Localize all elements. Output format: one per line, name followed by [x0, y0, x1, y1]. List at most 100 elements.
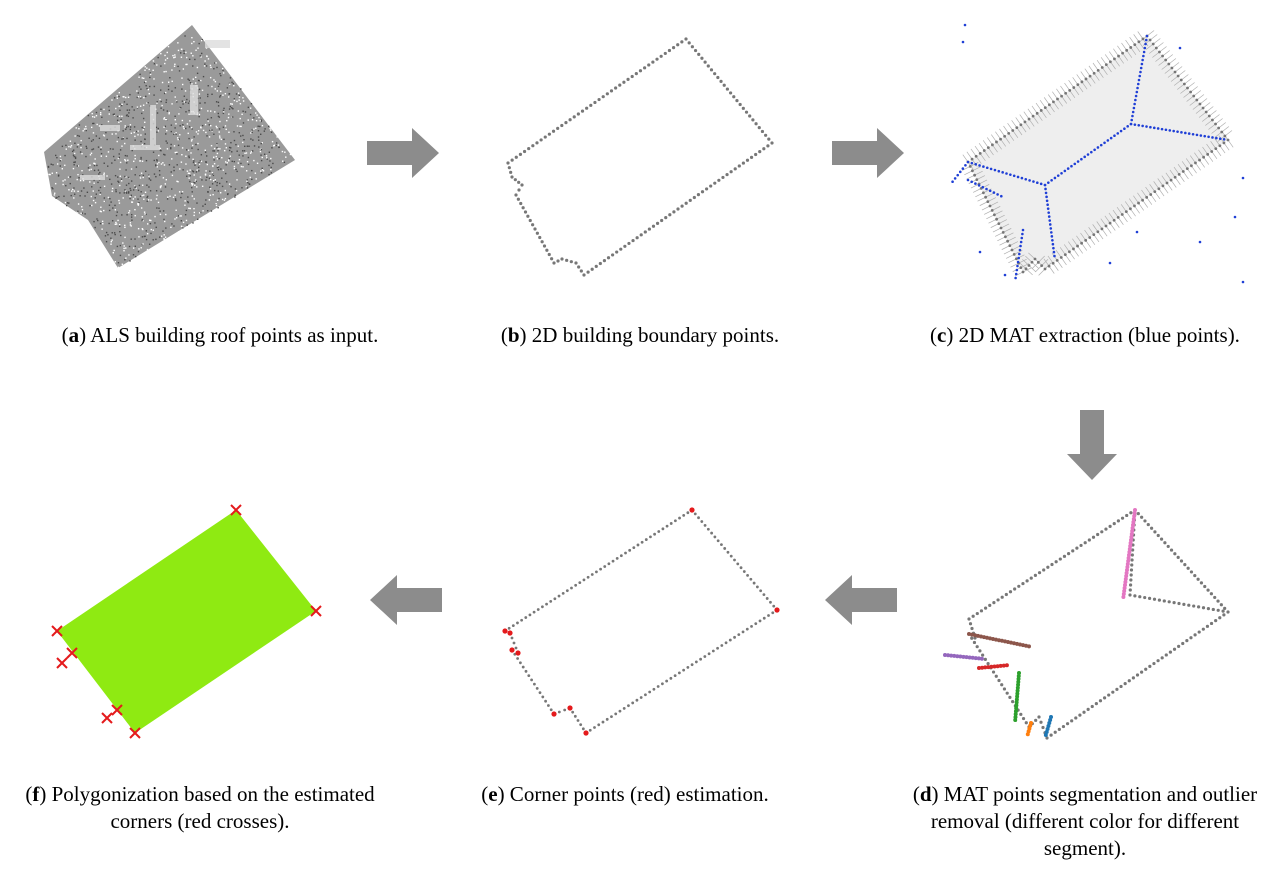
- caption-c: (c) 2D MAT extraction (blue points).: [930, 323, 1240, 347]
- boundary-point: [697, 52, 701, 57]
- roof-point: [207, 95, 209, 98]
- roof-point: [192, 65, 194, 67]
- roof-point: [133, 131, 135, 134]
- boundary-point: [973, 173, 976, 177]
- roof-point: [228, 183, 231, 185]
- boundary-point: [601, 720, 605, 724]
- roof-point: [157, 130, 160, 132]
- roof-point: [141, 160, 144, 162]
- arrow-left-icon: [825, 575, 897, 625]
- roof-point: [219, 148, 221, 150]
- mat-point: [1070, 164, 1073, 168]
- boundary-point: [635, 698, 639, 702]
- boundary-point: [664, 216, 668, 220]
- roof-point: [156, 166, 159, 168]
- roof-point: [123, 192, 125, 194]
- mat-point: [1138, 74, 1142, 78]
- roof-point: [218, 157, 220, 160]
- boundary-point: [1084, 238, 1088, 242]
- roof-point: [198, 161, 200, 164]
- boundary-point: [1161, 184, 1165, 188]
- roof-point: [186, 123, 189, 125]
- mat-point: [1043, 183, 1047, 187]
- roof-point: [125, 169, 127, 171]
- roof-point: [212, 180, 215, 182]
- boundary-point: [563, 708, 567, 712]
- roof-point: [93, 116, 96, 118]
- roof-point: [124, 189, 126, 191]
- roof-point: [251, 150, 254, 152]
- roof-point: [233, 99, 236, 102]
- roof-point: [179, 168, 181, 170]
- roof-point: [102, 134, 105, 136]
- arrow-right-icon: [367, 128, 439, 178]
- roof-point: [57, 174, 60, 176]
- mat-segment-point: [1016, 673, 1021, 678]
- boundary-point: [1177, 601, 1181, 606]
- roof-point: [90, 140, 93, 142]
- boundary-point: [1217, 126, 1221, 130]
- boundary-point: [978, 649, 982, 653]
- roof-point: [73, 155, 75, 158]
- roof-point: [138, 248, 140, 250]
- roof-point: [65, 148, 67, 150]
- roof-gap: [190, 85, 198, 115]
- boundary-point: [524, 616, 528, 619]
- boundary-point: [643, 230, 647, 234]
- roof-point: [229, 77, 232, 79]
- roof-point: [68, 145, 70, 148]
- mat-point: [1048, 223, 1052, 226]
- boundary-point: [1146, 522, 1150, 527]
- roof-point: [77, 210, 79, 213]
- boundary-point: [1039, 109, 1043, 112]
- roof-point: [191, 42, 193, 45]
- boundary-point: [1029, 576, 1033, 580]
- boundary-point: [573, 714, 577, 718]
- roof-point: [103, 200, 105, 203]
- boundary-point: [667, 48, 672, 53]
- roof-point: [126, 137, 128, 140]
- roof-point: [182, 126, 185, 128]
- roof-point: [219, 94, 222, 97]
- roof-point: [193, 136, 195, 138]
- boundary-point: [606, 256, 611, 260]
- boundary-point: [1216, 608, 1220, 612]
- mat-segment-point: [1014, 697, 1019, 702]
- mat-segment-point: [1126, 556, 1131, 560]
- roof-point: [81, 212, 84, 214]
- roof-point: [93, 182, 95, 184]
- boundary-point: [1137, 40, 1141, 44]
- boundary-point: [1072, 247, 1075, 251]
- roof-point: [264, 128, 266, 130]
- boundary-point: [1008, 590, 1013, 594]
- roof-point: [186, 170, 189, 172]
- roof-point: [160, 163, 163, 165]
- roof-point: [77, 134, 79, 137]
- roof-point: [248, 145, 250, 147]
- roof-point: [110, 243, 112, 245]
- roof-point: [228, 82, 231, 85]
- roof-point: [56, 156, 58, 159]
- caption-a-text: ) ALS building roof points as input.: [79, 323, 379, 347]
- roof-point: [207, 120, 209, 122]
- boundary-point: [582, 273, 586, 277]
- roof-point: [231, 81, 233, 84]
- roof-point: [129, 187, 131, 190]
- boundary-point: [644, 538, 648, 541]
- roof-point: [189, 174, 191, 177]
- roof-point: [180, 215, 182, 217]
- roof-point: [216, 184, 218, 187]
- roof-point: [196, 66, 199, 69]
- roof-point: [259, 120, 261, 122]
- roof-point: [249, 107, 252, 109]
- mat-segment-point: [1015, 688, 1020, 693]
- roof-point: [146, 200, 148, 202]
- mat-segment-point: [1133, 508, 1137, 512]
- caption-e: (e) Corner points (red) estimation.: [481, 782, 769, 806]
- roof-point: [204, 123, 207, 126]
- roof-point: [223, 199, 226, 201]
- roof-point: [188, 113, 190, 115]
- roof-point: [126, 109, 129, 111]
- mat-segment-point: [1127, 547, 1132, 551]
- boundary-point: [632, 546, 636, 550]
